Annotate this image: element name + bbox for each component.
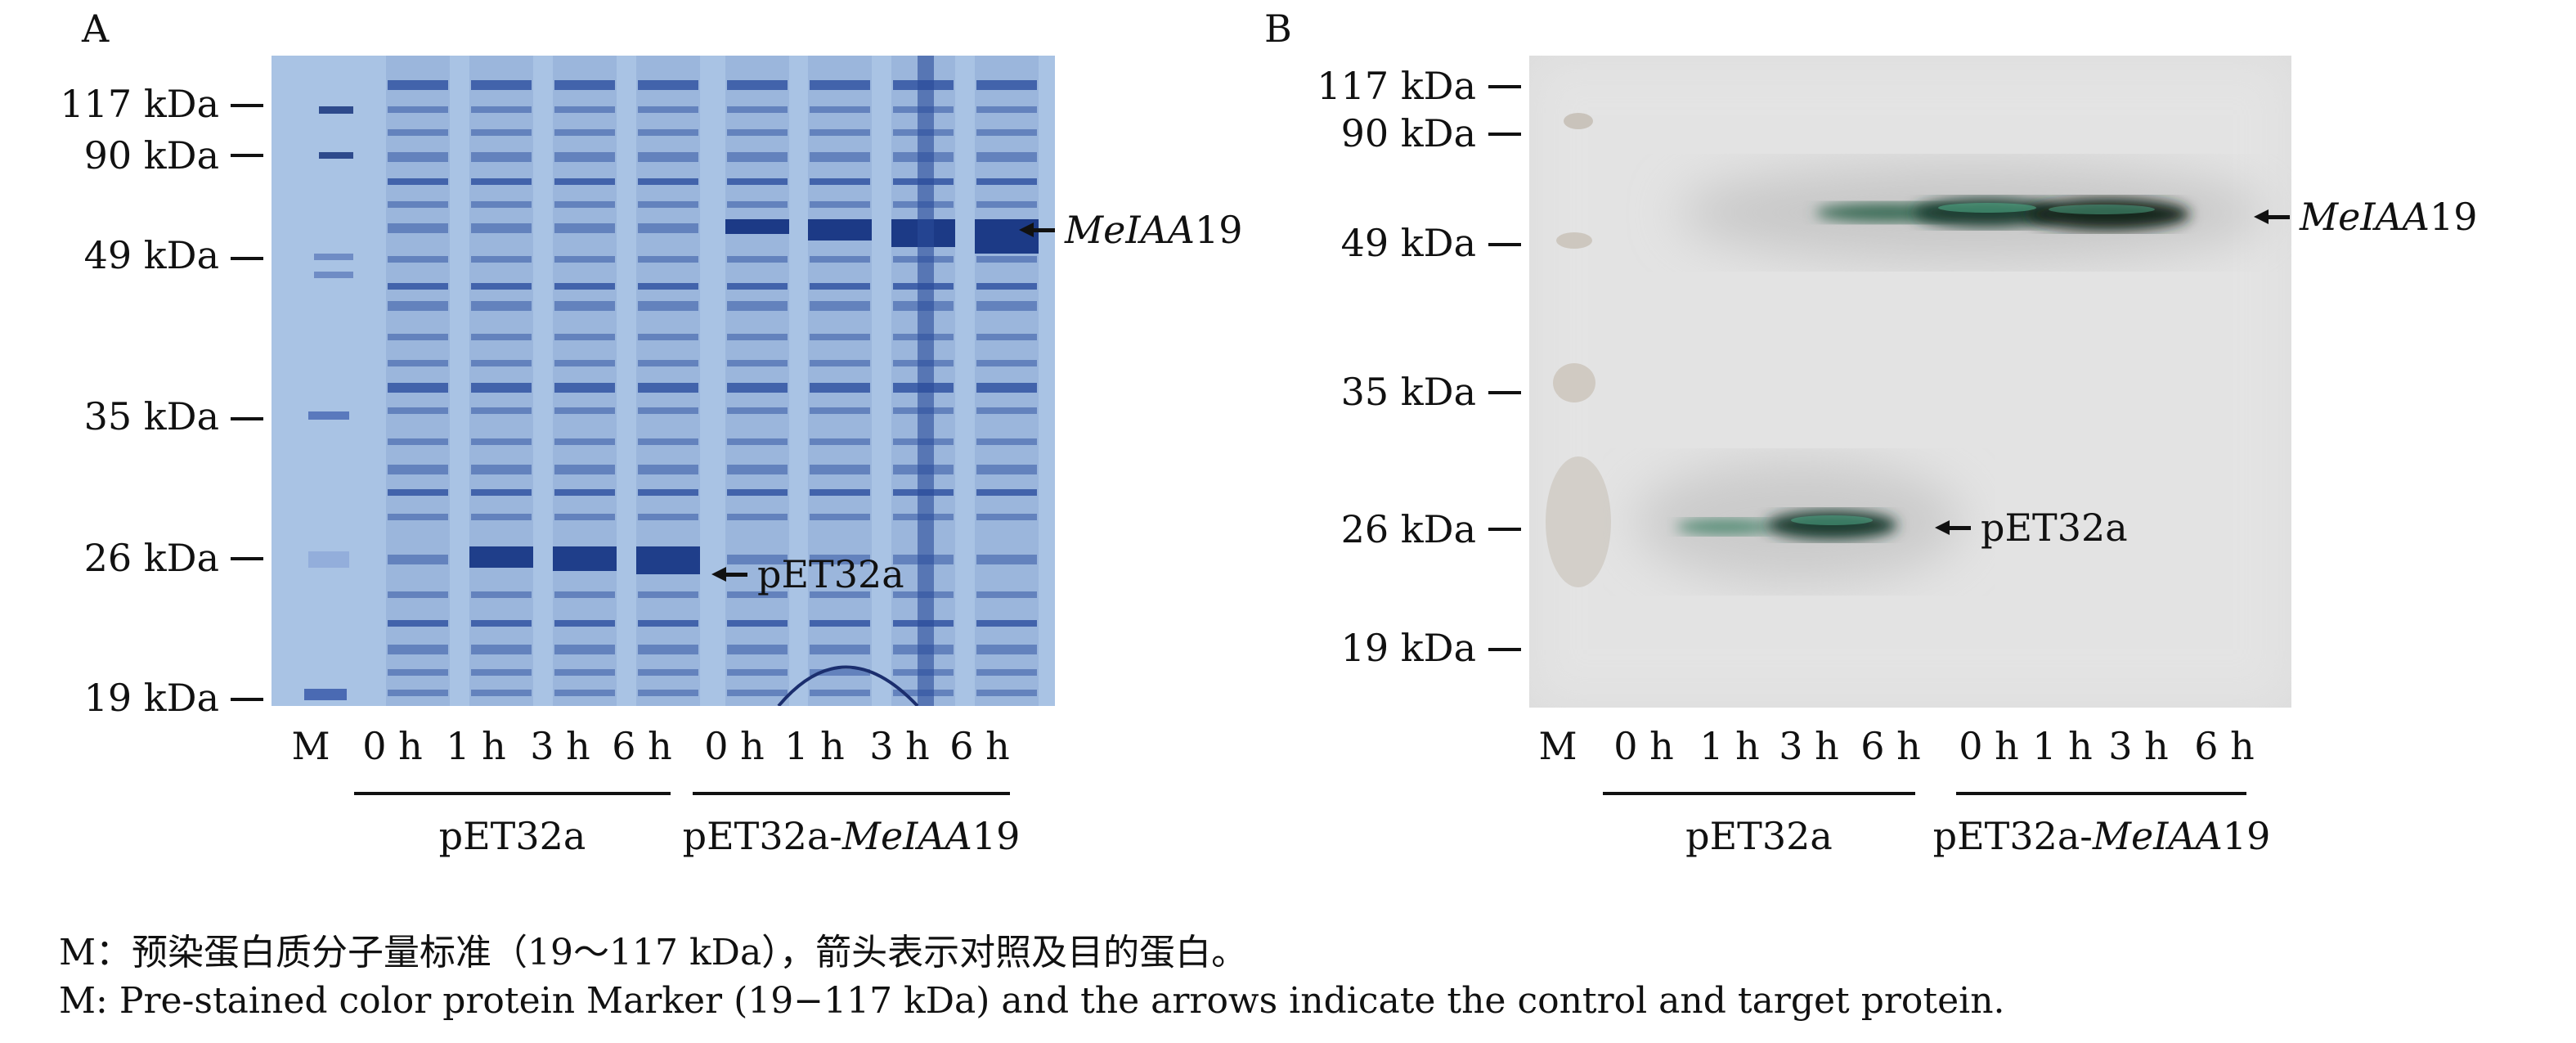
lane-b-1h-2: 1 h — [2032, 724, 2093, 768]
caption-english: M: Pre-stained color protein Marker (19−… — [59, 980, 2005, 1022]
lane-a-6h-2: 6 h — [949, 724, 1010, 768]
group-line-a-pet32a — [354, 792, 671, 795]
lane-a-0h-2: 0 h — [704, 724, 765, 768]
lane-b-0h: 0 h — [1613, 724, 1674, 768]
arrow-a-pet32a: pET32a — [711, 552, 904, 596]
marker-b-49: 49 kDa — [1340, 221, 1476, 265]
marker-a-117-tick — [231, 104, 263, 107]
lane-b-6h: 6 h — [1860, 724, 1921, 768]
marker-a-26: 26 kDa — [83, 536, 219, 580]
lane-b-3h: 3 h — [1779, 724, 1839, 768]
marker-a-117: 117 kDa — [60, 82, 219, 126]
group-line-a-meiaa19 — [693, 792, 1010, 795]
group-line-b-pet32a — [1603, 792, 1915, 795]
blot-image-b — [1529, 56, 2291, 708]
marker-b-19-tick — [1488, 648, 1521, 651]
lane-b-6h-2: 6 h — [2194, 724, 2255, 768]
arrowhead-icon — [1019, 223, 1034, 237]
marker-b-35: 35 kDa — [1340, 370, 1476, 414]
caption-chinese: M：预染蛋白质分子量标准（19～117 kDa），箭头表示对照及目的蛋白。 — [59, 932, 1248, 973]
lane-b-0h-2: 0 h — [1959, 724, 2019, 768]
group-label-b-pet32a: pET32a — [1685, 814, 1833, 858]
marker-a-49: 49 kDa — [83, 233, 219, 277]
marker-b-90-tick — [1488, 133, 1521, 136]
marker-b-26-tick — [1488, 528, 1521, 531]
gel-image-a — [272, 56, 1055, 706]
lane-b-1h: 1 h — [1699, 724, 1760, 768]
group-line-b-meiaa19 — [1956, 792, 2246, 795]
lane-a-1h-2: 1 h — [784, 724, 845, 768]
marker-b-19: 19 kDa — [1340, 626, 1476, 670]
arrowhead-icon — [1935, 520, 1950, 535]
marker-b-117: 117 kDa — [1317, 64, 1476, 108]
lane-b-m: M — [1538, 724, 1577, 768]
panel-b-label: B — [1264, 7, 1292, 51]
marker-b-117-tick — [1488, 85, 1521, 88]
group-label-b-meiaa19: pET32a-MeIAA19 — [1932, 814, 2271, 858]
arrow-b-pet32a: pET32a — [1935, 506, 2128, 550]
arrow-b-meiaa19: MeIAA 19 — [2254, 195, 2477, 239]
arrowhead-icon — [711, 567, 726, 582]
marker-a-49-tick — [231, 257, 263, 260]
lane-a-0h: 0 h — [362, 724, 423, 768]
marker-a-35-tick — [231, 417, 263, 420]
marker-b-90: 90 kDa — [1340, 111, 1476, 155]
group-label-a-pet32a: pET32a — [438, 814, 586, 858]
lane-a-6h: 6 h — [612, 724, 672, 768]
lane-a-m: M — [291, 724, 330, 768]
panel-a-label: A — [82, 7, 110, 51]
marker-a-90-tick — [231, 154, 263, 157]
group-label-a-meiaa19: pET32a-MeIAA19 — [682, 814, 1021, 858]
marker-a-26-tick — [231, 557, 263, 560]
lane-a-3h: 3 h — [530, 724, 590, 768]
lane-b-3h-2: 3 h — [2108, 724, 2169, 768]
marker-a-19: 19 kDa — [83, 676, 219, 720]
marker-a-19-tick — [231, 698, 263, 701]
marker-a-90: 90 kDa — [83, 133, 219, 178]
arrowhead-icon — [2254, 209, 2269, 224]
marker-b-26: 26 kDa — [1340, 507, 1476, 551]
marker-b-49-tick — [1488, 243, 1521, 246]
marker-b-35-tick — [1488, 391, 1521, 394]
lane-a-1h: 1 h — [446, 724, 506, 768]
marker-a-35: 35 kDa — [83, 394, 219, 438]
arrow-a-meiaa19: MeIAA 19 — [1019, 208, 1242, 252]
lane-a-3h-2: 3 h — [869, 724, 930, 768]
